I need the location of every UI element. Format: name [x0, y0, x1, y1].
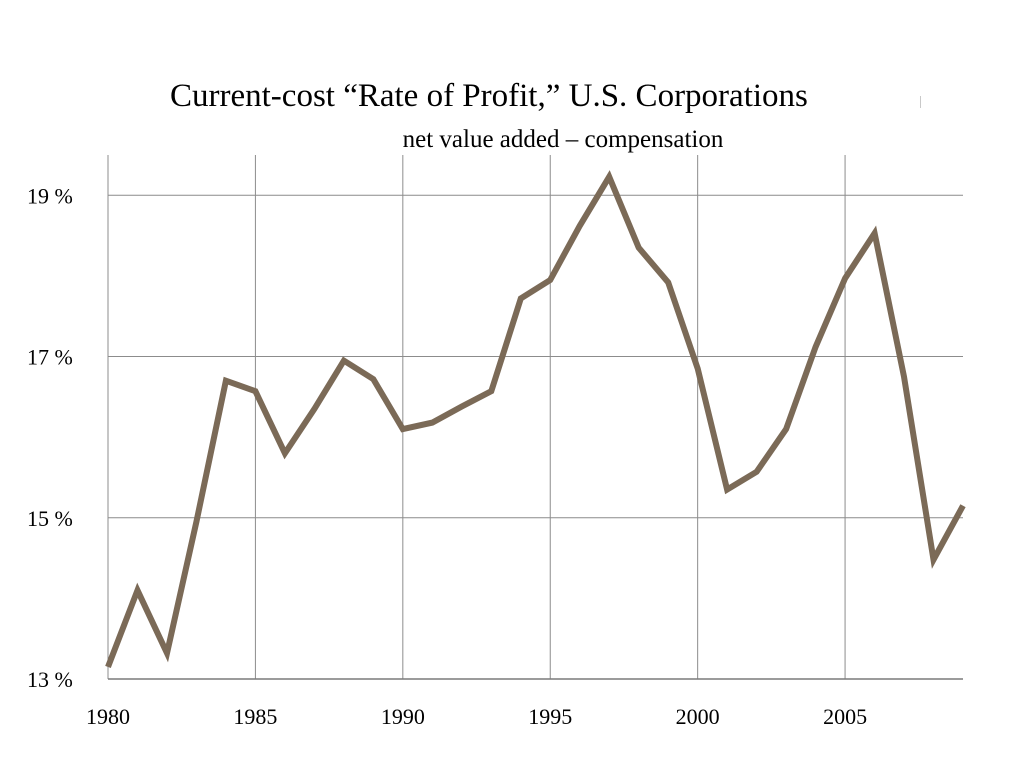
x-tick-label: 1985: [233, 704, 277, 729]
y-tick-label: 19 %: [27, 183, 73, 208]
chart-title: Current-cost “Rate of Profit,” U.S. Corp…: [170, 78, 808, 114]
x-tick-label: 2005: [823, 704, 867, 729]
x-tick-label: 1990: [381, 704, 425, 729]
y-tick-label: 13 %: [27, 667, 73, 692]
tick-label-layer: 1980 1985 1990 1995 2000 2005 13 % 15 % 17 % 19 %: [27, 183, 867, 729]
title-mark: [920, 96, 921, 108]
x-tick-label: 1980: [86, 704, 130, 729]
x-tick-label: 2000: [676, 704, 720, 729]
chart-subtitle: net value added – compensation: [402, 126, 724, 153]
x-tick-label: 1995: [528, 704, 572, 729]
series-layer: [105, 170, 966, 668]
series-line: [105, 170, 966, 668]
grid-layer: [107, 155, 963, 679]
y-tick-label: 17 %: [27, 345, 73, 370]
y-tick-label: 15 %: [27, 506, 73, 531]
